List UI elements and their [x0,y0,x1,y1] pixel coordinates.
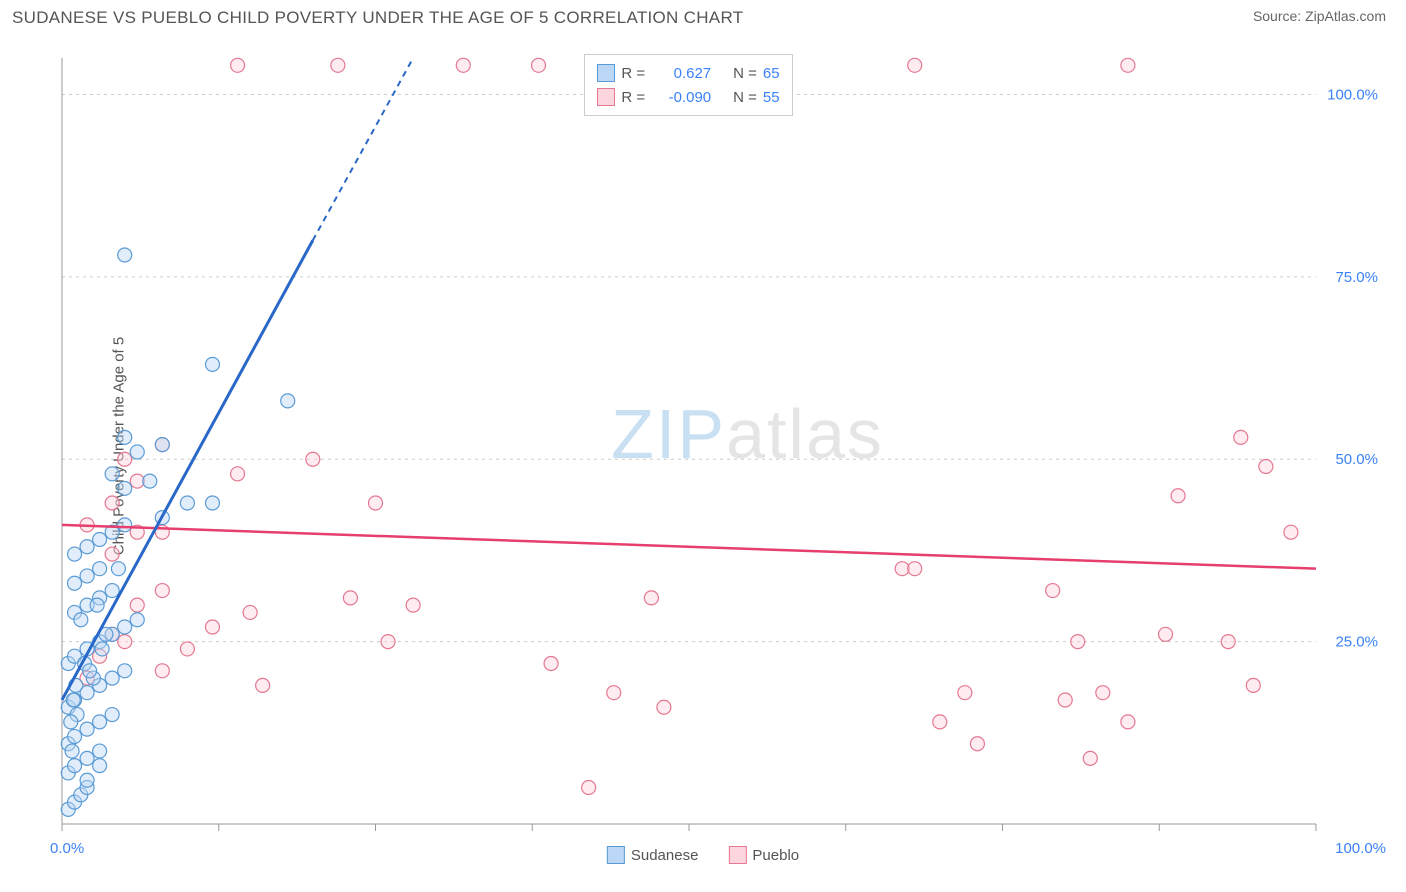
stats-R-label: R = [621,65,645,82]
pueblo-swatch-icon [597,88,615,106]
pueblo-swatch-icon [728,846,746,864]
stats-N-label: N = [733,65,757,82]
sudanese-N-value: 65 [763,65,780,82]
stats-row-pueblo: R = -0.090 N = 55 [597,85,779,109]
pueblo-N-value: 55 [763,89,780,106]
svg-text:50.0%: 50.0% [1335,451,1378,468]
sudanese-swatch-icon [607,846,625,864]
legend-label-sudanese: Sudanese [631,847,699,864]
x-max-label: 100.0% [1335,840,1386,857]
svg-text:100.0%: 100.0% [1327,86,1378,103]
legend-item-sudanese: Sudanese [607,846,699,864]
chart-title: SUDANESE VS PUEBLO CHILD POVERTY UNDER T… [12,8,743,28]
chart-header: SUDANESE VS PUEBLO CHILD POVERTY UNDER T… [0,0,1406,32]
scatter-plot-svg: 25.0% 50.0% 75.0% 100.0% [50,50,1386,832]
stats-N-label: N = [733,89,757,106]
sudanese-swatch-icon [597,64,615,82]
bottom-legend: Sudanese Pueblo [607,846,799,864]
stats-R-label: R = [621,89,645,106]
svg-text:75.0%: 75.0% [1335,269,1378,286]
source-label: Source: ZipAtlas.com [1253,8,1386,24]
legend-label-pueblo: Pueblo [752,847,799,864]
stats-legend-box: R = 0.627 N = 65 R = -0.090 N = 55 [584,54,792,116]
stats-row-sudanese: R = 0.627 N = 65 [597,61,779,85]
x-min-label: 0.0% [50,840,84,857]
legend-item-pueblo: Pueblo [728,846,799,864]
pueblo-R-value: -0.090 [651,89,711,106]
svg-text:25.0%: 25.0% [1335,634,1378,651]
sudanese-R-value: 0.627 [651,65,711,82]
chart-area: 25.0%50.0%75.0%100.0% ZIPatlas R = 0.627… [50,50,1386,832]
